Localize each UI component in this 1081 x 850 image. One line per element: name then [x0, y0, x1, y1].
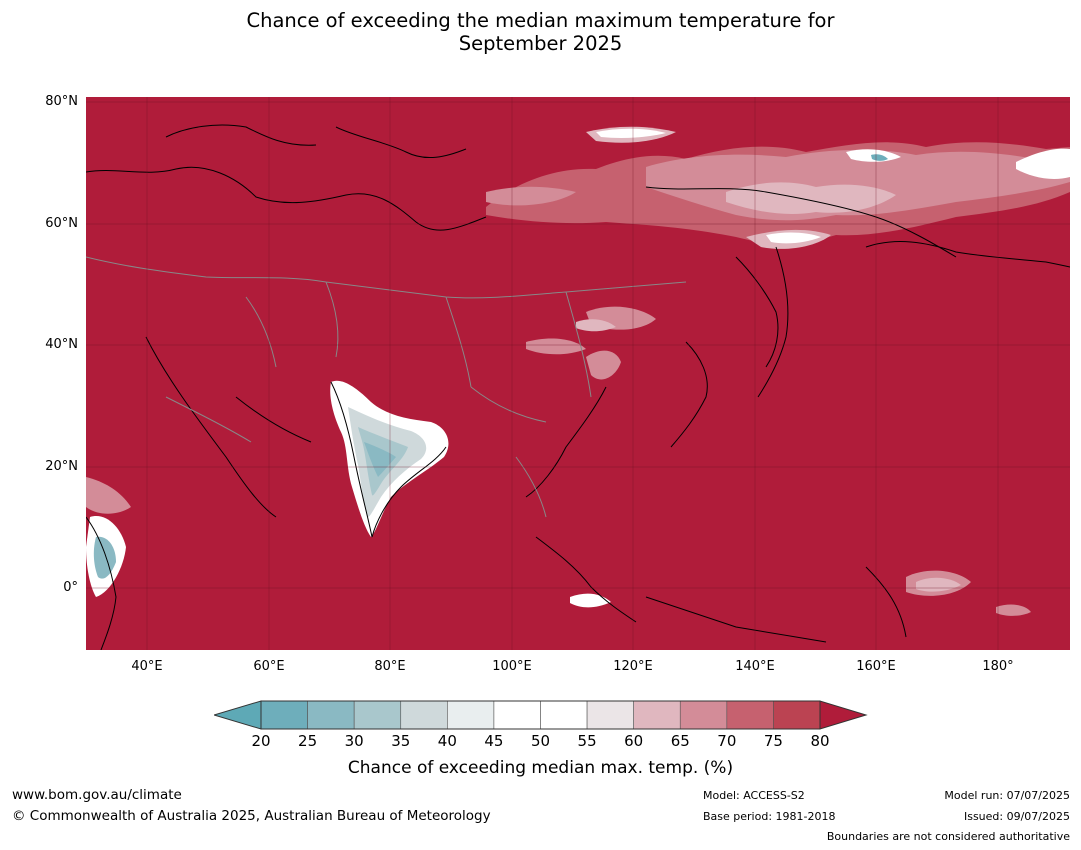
map-canvas — [86, 97, 1070, 650]
colorbar-tick-label: 75 — [763, 732, 783, 750]
coastlines — [86, 124, 1070, 650]
probability-contours — [486, 126, 1070, 616]
colorbar-tick-label: 20 — [251, 732, 271, 750]
colorbar-segment — [726, 700, 774, 730]
lon-label-40e: 40°E — [131, 659, 163, 674]
lon-label-100e: 100°E — [492, 659, 532, 674]
title-line-2: September 2025 — [458, 32, 623, 55]
colorbar-segment — [540, 700, 588, 730]
issued-text: Issued: 09/07/2025 — [963, 810, 1070, 823]
lon-label-60e: 60°E — [253, 659, 285, 674]
colorbar-tick-label: 25 — [298, 732, 318, 750]
map-title: Chance of exceeding the median maximum t… — [0, 9, 1081, 55]
colorbar-label: Chance of exceeding median max. temp. (%… — [347, 758, 734, 778]
lat-label-20n: 20°N — [45, 459, 78, 474]
colorbar-tick-label: 50 — [530, 732, 551, 750]
lat-label-0: 0° — [63, 580, 78, 595]
colorbar-segment — [633, 700, 681, 730]
lon-label-140e: 140°E — [735, 659, 775, 674]
colorbar-tick-label: 65 — [670, 732, 690, 750]
colorbar-tick-label: 60 — [624, 732, 644, 750]
boundaries-note: Boundaries are not considered authoritat… — [826, 830, 1070, 843]
colorbar-segments — [214, 700, 868, 730]
lat-label-80n: 80°N — [45, 94, 78, 109]
colorbar-extend-high — [819, 700, 868, 730]
colorbar-segment — [447, 700, 495, 730]
colorbar-segment — [307, 700, 355, 730]
copyright-text: © Commonwealth of Australia 2025, Austra… — [12, 808, 491, 824]
colorbar — [214, 700, 868, 730]
colorbar-segment — [353, 700, 402, 730]
colorbar-segment — [679, 700, 728, 730]
graticule — [86, 97, 1070, 650]
colorbar-tick-label: 70 — [717, 732, 737, 750]
model-run-text: Model run: 07/07/2025 — [944, 789, 1070, 802]
colorbar-segment — [260, 700, 308, 730]
colorbar-tick-label: 30 — [344, 732, 364, 750]
colorbar-segment — [586, 700, 634, 730]
base-period-text: Base period: 1981-2018 — [703, 810, 836, 823]
lat-label-40n: 40°N — [45, 337, 78, 352]
lon-label-160e: 160°E — [856, 659, 896, 674]
country-borders — [86, 256, 687, 518]
colorbar-tick-label: 80 — [810, 732, 830, 750]
lat-label-60n: 60°N — [45, 216, 78, 231]
lon-label-120e: 120°E — [613, 659, 653, 674]
india-cool-region — [86, 380, 449, 597]
colorbar-tick-label: 45 — [484, 732, 504, 750]
forecast-map — [86, 97, 1070, 650]
colorbar-segment — [773, 700, 821, 730]
colorbar-tick-label: 40 — [437, 732, 457, 750]
colorbar-tick-label: 55 — [577, 732, 597, 750]
colorbar-outline — [260, 700, 821, 730]
lon-label-80e: 80°E — [374, 659, 406, 674]
website-link[interactable]: www.bom.gov.au/climate — [12, 787, 182, 803]
colorbar-segment — [493, 700, 541, 730]
colorbar-tick-label: 35 — [391, 732, 411, 750]
lon-label-180: 180° — [982, 659, 1014, 674]
colorbar-extend-low — [214, 700, 262, 730]
title-line-1: Chance of exceeding the median maximum t… — [246, 9, 835, 32]
colorbar-segment — [400, 700, 448, 730]
model-text: Model: ACCESS-S2 — [703, 789, 805, 802]
